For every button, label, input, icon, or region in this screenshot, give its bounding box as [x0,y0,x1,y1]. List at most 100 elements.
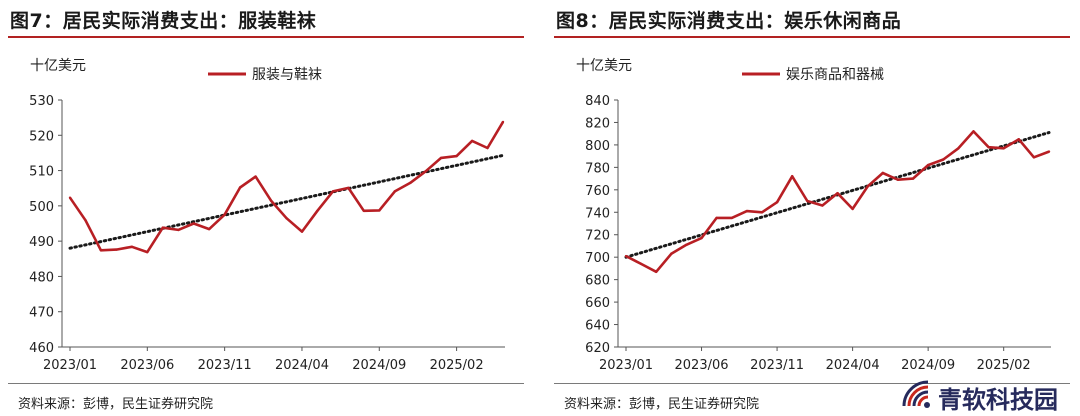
y-axis-unit: 十亿美元 [30,58,86,74]
x-tick-label: 2025/02 [430,358,484,373]
data-point [99,249,103,252]
data-point [84,219,87,222]
data-point [254,175,257,178]
data-point [624,254,628,258]
footer-rule [8,383,524,384]
data-point [331,190,335,193]
data-point [1017,138,1020,141]
data-point [362,209,365,212]
data-point [161,226,164,229]
chart-panel-apparel: 图7：居民实际消费支出：服装鞋袜 十亿美元 服装与鞋袜 460 470 480 490 50… [0,0,534,416]
data-point [378,209,381,212]
data-point [836,192,839,195]
data-point [957,147,960,150]
data-point [347,186,350,190]
data-point [1032,156,1036,159]
x-tick-label: 2024/04 [826,358,880,373]
data-point [655,270,658,273]
data-point [223,213,226,216]
data-point [68,196,72,199]
y-tick-label: 720 [585,229,610,244]
data-point [760,211,764,214]
y-tick-label: 740 [585,206,610,221]
data-point [775,201,779,204]
x-tick-label: 2024/09 [901,358,955,373]
watermark-text: 青软科技园 [938,386,1058,414]
data-point [285,217,288,220]
chart-title: 图8：居民实际消费支出：娱乐休闲商品 [556,10,902,32]
footer-rule [554,383,1070,384]
y-tick-label: 780 [585,161,610,176]
data-point [821,204,824,207]
data-point [881,171,884,175]
x-tick-label: 2023/06 [675,358,729,373]
data-point [670,252,673,255]
y-tick-label: 530 [29,94,54,109]
y-tick-label: 800 [585,139,610,154]
data-point [715,216,718,220]
y-tick-label: 660 [585,296,610,311]
data-point [987,146,990,149]
y-axis-unit: 十亿美元 [576,58,632,74]
source-note: 资料来源：彭博，民生证券研究院 [564,397,760,412]
data-point [972,130,975,133]
data-point [730,216,733,220]
x-tick-label: 2023/01 [599,358,653,373]
data-point [300,230,304,233]
y-tick-label: 460 [29,341,54,356]
y-tick-label: 820 [585,116,610,131]
data-point [685,243,688,246]
data-point [238,186,242,189]
trend-line [68,153,505,250]
y-tick-label: 620 [585,341,610,356]
title-rule [8,36,524,38]
y-tick-label: 760 [585,184,610,199]
data-point [115,248,118,251]
y-tick-label: 480 [29,270,54,285]
data-point [316,209,319,212]
data-point [866,185,869,188]
title-rule [554,36,1070,38]
data-point [192,222,195,225]
data-point [791,175,794,178]
data-point [409,181,412,185]
data-point [439,156,443,160]
data-point [851,207,854,211]
data-point [639,262,643,266]
legend-label: 娱乐商品和器械 [786,67,884,83]
data-point [806,199,809,203]
x-tick-label: 2024/09 [352,358,406,373]
data-point [486,146,489,150]
x-tick-label: 2023/11 [750,358,804,373]
data-point [470,139,474,143]
y-tick-label: 520 [29,129,54,144]
watermark-logo: 青软科技园 [900,376,1076,414]
y-tick-label: 510 [29,165,54,180]
x-tick-label: 2025/02 [977,358,1031,373]
legend-label: 服装与鞋袜 [252,67,322,83]
data-point [455,154,458,158]
y-tick-label: 840 [585,94,610,109]
data-point [942,158,945,161]
data-point [896,178,900,181]
source-note: 资料来源：彭博，民生证券研究院 [18,397,214,412]
chart-title: 图7：居民实际消费支出：服装鞋袜 [10,10,317,32]
data-point [700,236,703,240]
x-tick-label: 2023/06 [120,358,174,373]
x-tick-label: 2023/11 [198,358,252,373]
data-point [208,227,211,231]
y-tick-label: 470 [29,306,54,321]
data-point [926,163,930,167]
data-point [911,177,915,180]
data-point [501,120,505,124]
data-point [393,190,396,193]
y-tick-label: 700 [585,251,610,266]
chart-panel-recreation: 图8：居民实际消费支出：娱乐休闲商品 十亿美元 娱乐商品和器械 620 640 660 6… [546,0,1080,416]
wifi-signal-icon [902,380,930,408]
series-line [68,121,505,254]
data-point [130,245,134,248]
data-point [424,170,427,173]
data-point [146,250,149,254]
